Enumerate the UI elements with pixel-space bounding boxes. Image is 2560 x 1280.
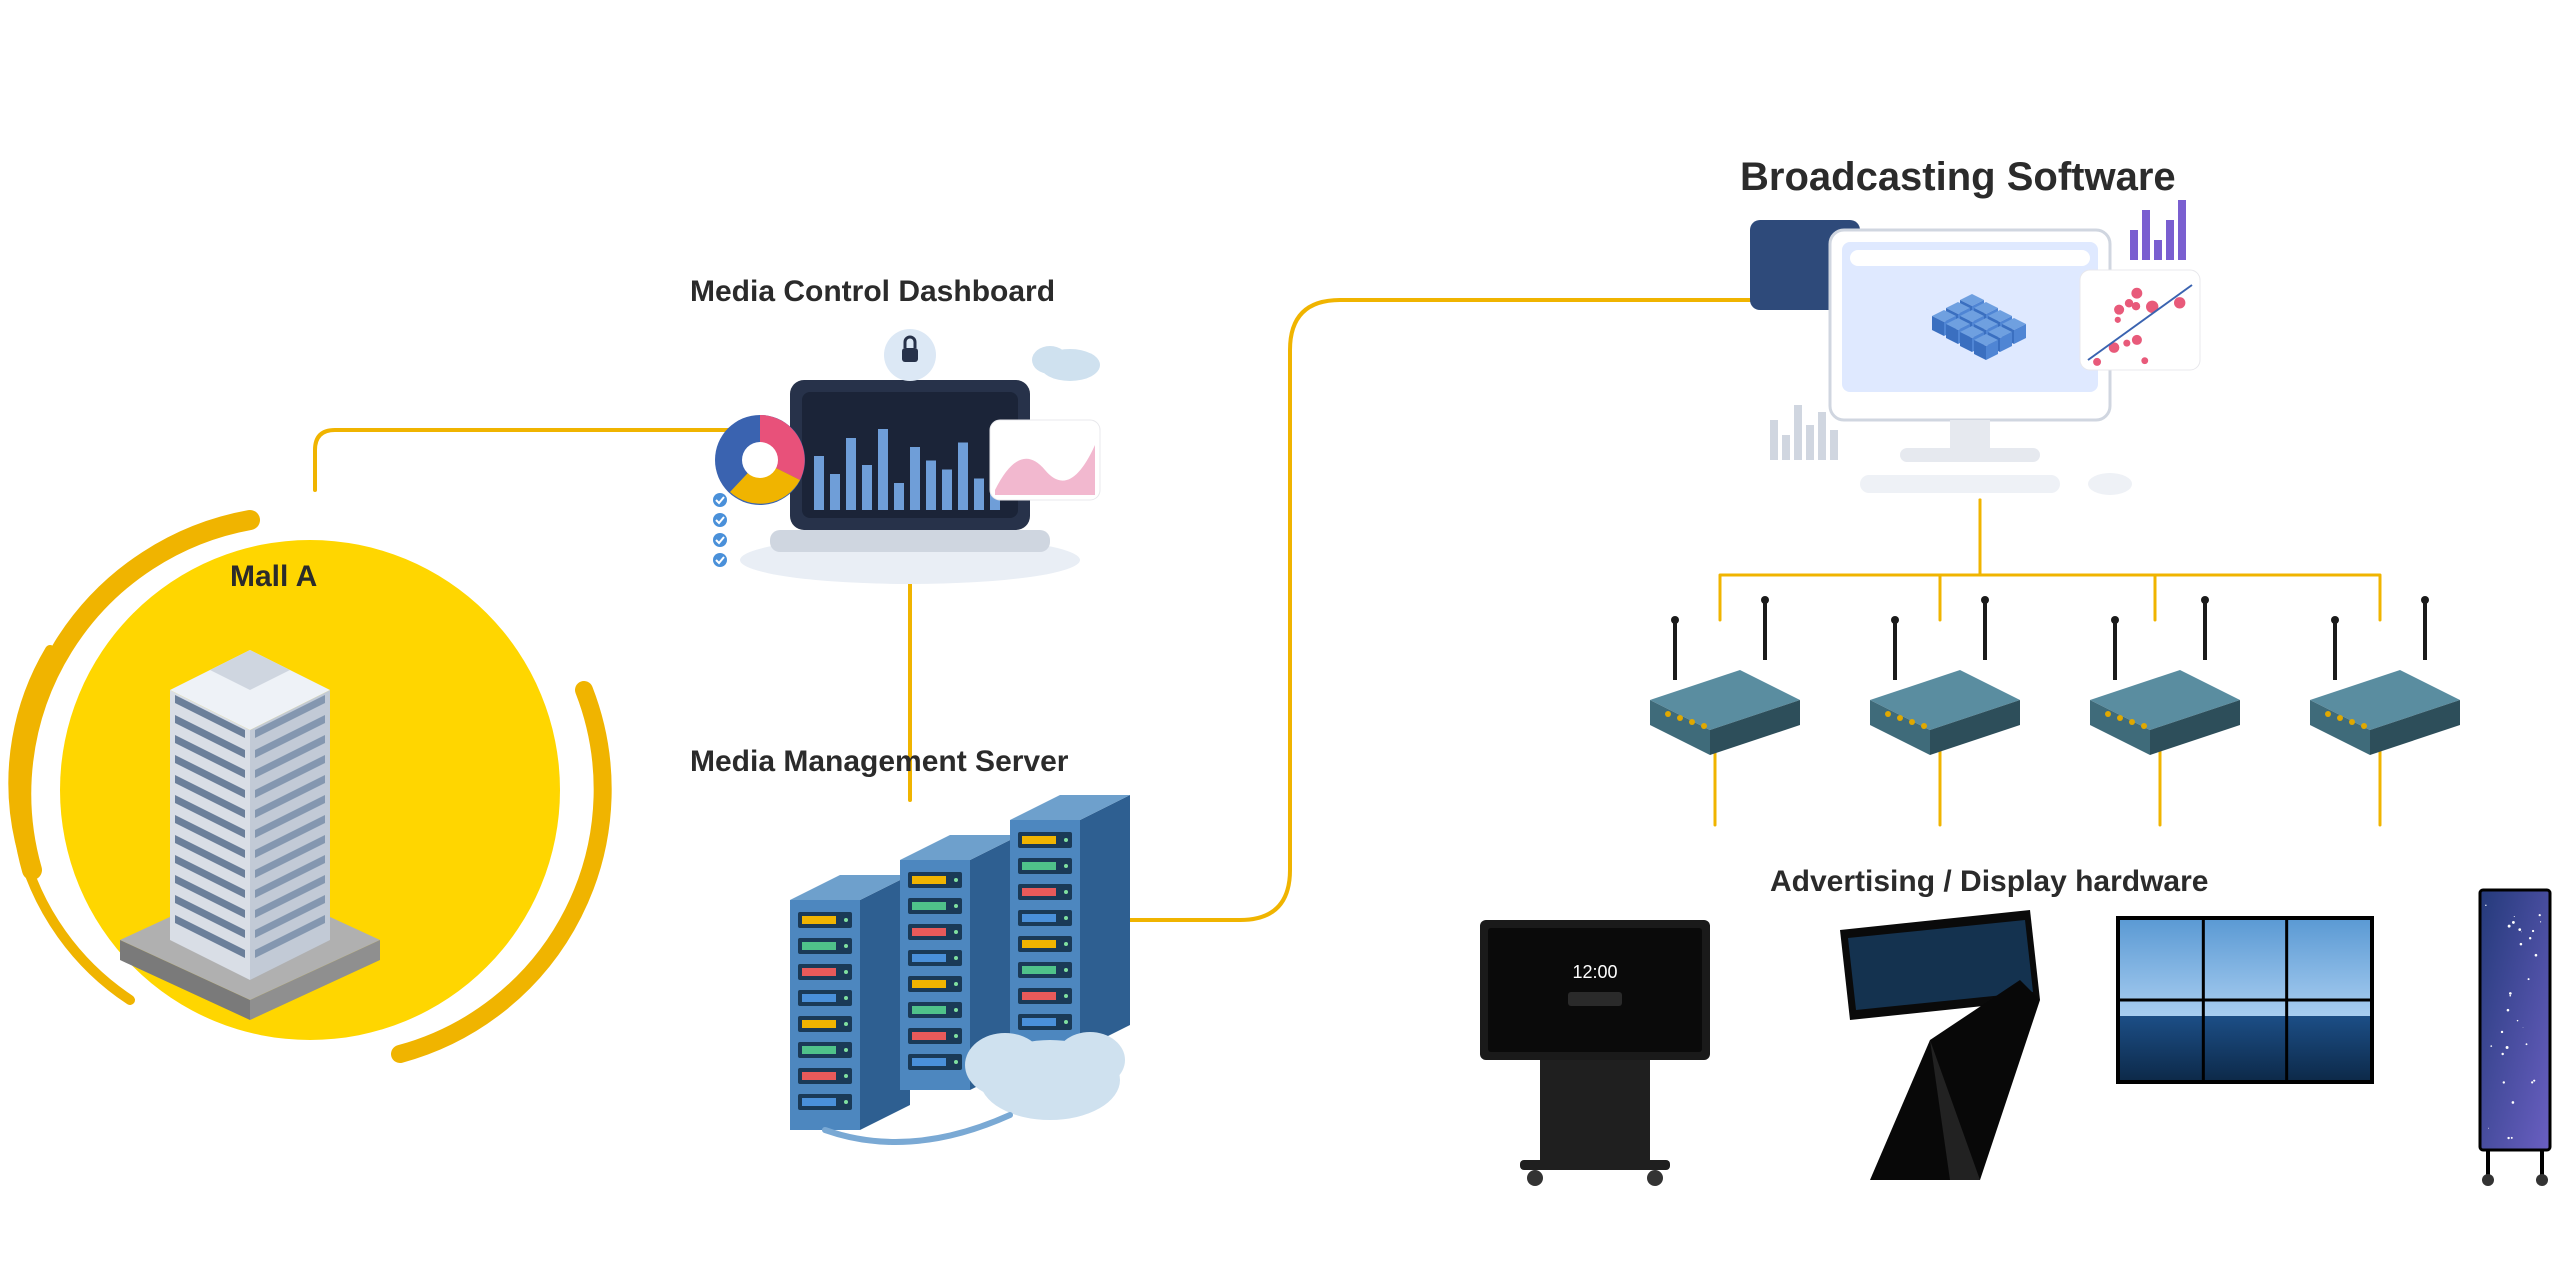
hardware-label: Advertising / Display hardware	[1770, 865, 2208, 899]
server-label: Media Management Server	[690, 745, 1068, 779]
display-hardware-layer: 12:00	[0, 0, 2560, 1280]
svg-text:12:00: 12:00	[1572, 962, 1617, 982]
broadcast-label: Broadcasting Software	[1740, 155, 2176, 200]
mall-label: Mall A	[230, 560, 317, 594]
dashboard-label: Media Control Dashboard	[690, 275, 1055, 309]
